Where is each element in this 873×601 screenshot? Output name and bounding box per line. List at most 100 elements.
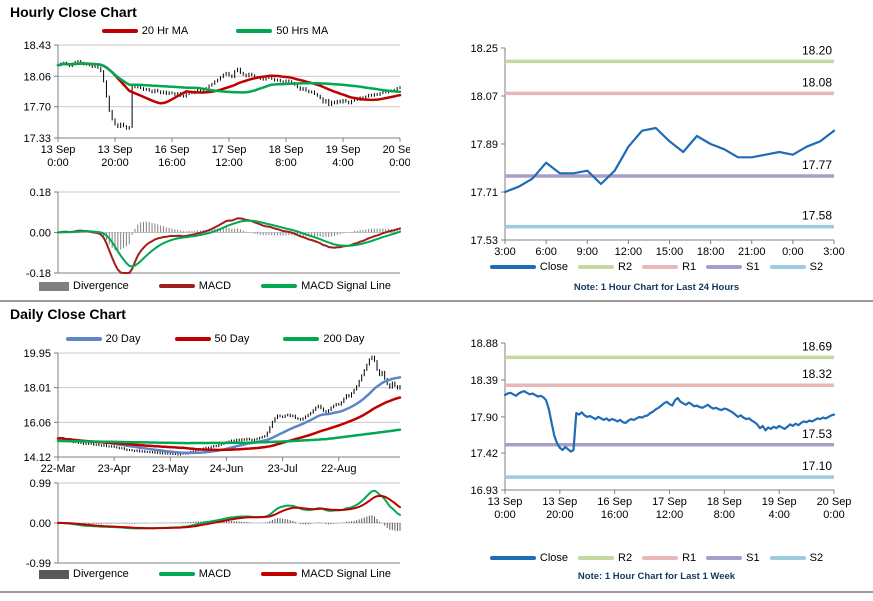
legend-item: MACD [158,568,232,580]
legend-line-swatch [489,556,536,560]
svg-text:18 Sep: 18 Sep [269,144,304,156]
legend-line-swatch [158,572,195,576]
svg-text:16.93: 16.93 [470,485,498,497]
svg-text:17.10: 17.10 [802,459,832,473]
daily-section-title: Daily Close Chart [10,306,126,322]
legend-label: MACD Signal Line [301,568,391,580]
legend-label: S1 [746,261,760,273]
legend-label: 50 Hrs MA [276,25,329,37]
legend-label: Close [539,552,569,564]
legend-line-swatch [578,265,615,269]
legend-line-swatch [283,337,320,341]
svg-text:16:00: 16:00 [158,157,186,169]
legend-item: R2 [578,552,632,564]
svg-text:15:00: 15:00 [656,246,684,258]
svg-text:20:00: 20:00 [546,509,574,521]
legend-item: R1 [642,552,696,564]
legend-label: MACD [198,280,232,292]
svg-text:22-Mar: 22-Mar [41,463,76,475]
svg-text:18.08: 18.08 [802,75,832,89]
svg-text:18.39: 18.39 [470,375,498,387]
legend-item: 50 Day [174,333,249,345]
chart-note-24h: Note: 1 Hour Chart for Last 24 Hours [573,282,740,293]
daily-ma-legend: 20 Day 50 Day 200 Day [20,332,410,346]
svg-text:0:00: 0:00 [823,509,844,521]
svg-text:17.77: 17.77 [802,158,832,172]
svg-text:17.42: 17.42 [470,448,498,460]
svg-text:8:00: 8:00 [275,157,296,169]
intraday-close-legend: Close R2 R1 S1 S2 [440,260,873,274]
legend-label: R2 [618,552,633,564]
hourly-ma-legend: 20 Hr MA 50 Hrs MA [20,24,410,38]
svg-text:6:00: 6:00 [535,246,556,258]
legend-label: S2 [809,261,824,273]
svg-text:16:00: 16:00 [601,509,629,521]
legend-line-swatch [101,29,138,33]
svg-text:17.89: 17.89 [470,139,498,151]
svg-text:13 Sep: 13 Sep [488,496,523,508]
svg-text:18.20: 18.20 [802,43,832,57]
svg-text:0:00: 0:00 [782,246,803,258]
legend-label: MACD [198,568,232,580]
svg-text:13 Sep: 13 Sep [542,496,577,508]
svg-text:0.18: 0.18 [30,187,51,199]
svg-text:18.88: 18.88 [470,338,498,350]
legend-label: Divergence [73,280,129,292]
svg-text:17.70: 17.70 [23,102,51,114]
svg-text:13 Sep: 13 Sep [98,144,133,156]
legend-item: S2 [769,552,823,564]
legend-item: R2 [578,261,632,273]
svg-text:12:00: 12:00 [656,509,684,521]
legend-line-swatch [261,284,298,288]
section-divider [0,591,873,593]
svg-text:18:00: 18:00 [697,246,725,258]
svg-text:20:00: 20:00 [101,157,129,169]
legend-line-swatch [489,265,536,269]
hourly-macd-legend: Divergence MACD MACD Signal Line [20,279,410,293]
legend-line-swatch [578,556,615,560]
legend-item: R1 [642,261,696,273]
svg-text:23-May: 23-May [152,463,189,475]
svg-text:18.06: 18.06 [23,71,51,83]
svg-text:17.53: 17.53 [470,235,498,247]
svg-text:8:00: 8:00 [714,509,735,521]
svg-text:3:00: 3:00 [494,246,515,258]
svg-text:16 Sep: 16 Sep [597,496,632,508]
legend-line-swatch [65,337,102,341]
svg-text:22-Aug: 22-Aug [321,463,356,475]
legend-label: R2 [618,261,633,273]
svg-text:18.25: 18.25 [470,43,498,55]
legend-box-swatch [39,569,70,579]
legend-line-swatch [642,556,679,560]
hourly-macd-chart: 0.18 0.00 -0.18 [26,187,401,277]
legend-label: 200 Day [323,333,365,345]
legend-label: Close [539,261,569,273]
weekly-close-legend: Close R2 R1 S1 S2 [440,551,873,565]
legend-item: 200 Day [283,333,364,345]
svg-text:-0.18: -0.18 [26,268,51,277]
svg-text:19 Sep: 19 Sep [762,496,797,508]
svg-text:20 Sep: 20 Sep [383,144,410,156]
svg-text:4:00: 4:00 [768,509,789,521]
svg-text:19 Sep: 19 Sep [326,144,361,156]
legend-line-swatch [769,556,806,560]
legend-line-swatch [174,337,211,341]
svg-text:23-Apr: 23-Apr [98,463,131,475]
svg-text:24-Jun: 24-Jun [210,463,244,475]
legend-item: Close [489,261,569,273]
svg-text:4:00: 4:00 [332,157,353,169]
legend-item: Divergence [39,568,129,580]
svg-text:17 Sep: 17 Sep [652,496,687,508]
legend-label: S1 [746,552,760,564]
legend-item: S1 [706,261,760,273]
legend-item: 50 Hrs MA [236,25,328,37]
section-divider [0,300,873,302]
svg-text:0.00: 0.00 [30,228,51,240]
svg-text:12:00: 12:00 [215,157,243,169]
svg-text:3:00: 3:00 [823,246,844,258]
svg-text:0.00: 0.00 [30,518,51,530]
svg-text:0:00: 0:00 [47,157,68,169]
